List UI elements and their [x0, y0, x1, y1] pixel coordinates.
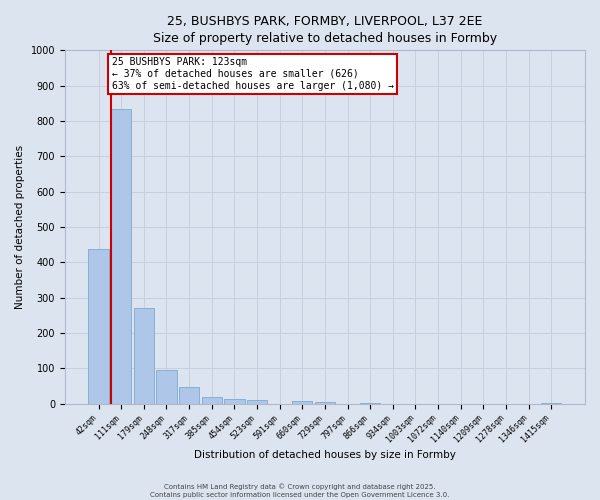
Bar: [541, 403, 562, 404]
Bar: [111, 110, 131, 404]
Title: 25, BUSHBYS PARK, FORMBY, LIVERPOOL, L37 2EE
Size of property relative to detach: 25, BUSHBYS PARK, FORMBY, LIVERPOOL, L37…: [153, 15, 497, 45]
Bar: [157, 370, 176, 404]
Y-axis label: Number of detached properties: Number of detached properties: [15, 145, 25, 309]
X-axis label: Distribution of detached houses by size in Formby: Distribution of detached houses by size …: [194, 450, 456, 460]
Bar: [247, 400, 267, 404]
Bar: [315, 402, 335, 404]
Bar: [179, 387, 199, 404]
Text: Contains HM Land Registry data © Crown copyright and database right 2025.
Contai: Contains HM Land Registry data © Crown c…: [151, 484, 449, 498]
Text: 25 BUSHBYS PARK: 123sqm
← 37% of detached houses are smaller (626)
63% of semi-d: 25 BUSHBYS PARK: 123sqm ← 37% of detache…: [112, 58, 394, 90]
Bar: [292, 401, 313, 404]
Bar: [224, 398, 245, 404]
Bar: [134, 308, 154, 404]
Bar: [88, 249, 109, 404]
Bar: [202, 396, 222, 404]
